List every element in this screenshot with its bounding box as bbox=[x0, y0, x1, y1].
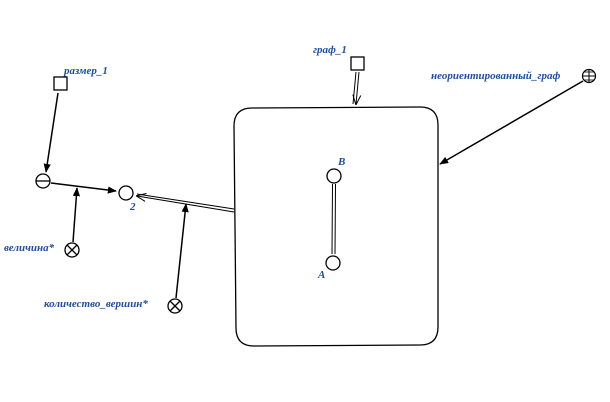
vertex-count-label: количество_вершин* bbox=[44, 298, 148, 310]
edge-b-a bbox=[331, 183, 333, 255]
magnitude-label: величина* bbox=[4, 242, 55, 254]
undirected-label: неориентированный_граф bbox=[431, 70, 560, 82]
vertex-count-arrow bbox=[175, 203, 189, 299]
vertex-b-node bbox=[326, 168, 342, 184]
graph-contour bbox=[233, 106, 439, 347]
edge-b-a-2 bbox=[334, 183, 336, 255]
size-label: размер_1 bbox=[63, 65, 108, 77]
contour-to-2-arrow bbox=[136, 193, 235, 210]
graph-square bbox=[350, 56, 365, 71]
magnitude-arrow bbox=[72, 187, 80, 243]
node-two-label: 2 bbox=[129, 201, 136, 213]
node-two bbox=[118, 185, 134, 201]
vertex-a-node bbox=[325, 255, 341, 271]
graph-arrow bbox=[352, 71, 357, 105]
vertex-a-label: A bbox=[317, 269, 325, 281]
undirected-arrow bbox=[439, 80, 584, 165]
graph-label: граф_1 bbox=[313, 44, 347, 56]
size-arrow bbox=[43, 92, 59, 173]
vertex-b-label: B bbox=[337, 156, 345, 168]
size-square bbox=[53, 76, 68, 91]
graph-arrow-2 bbox=[356, 71, 359, 104]
minus-to-2-arrow bbox=[50, 182, 117, 194]
